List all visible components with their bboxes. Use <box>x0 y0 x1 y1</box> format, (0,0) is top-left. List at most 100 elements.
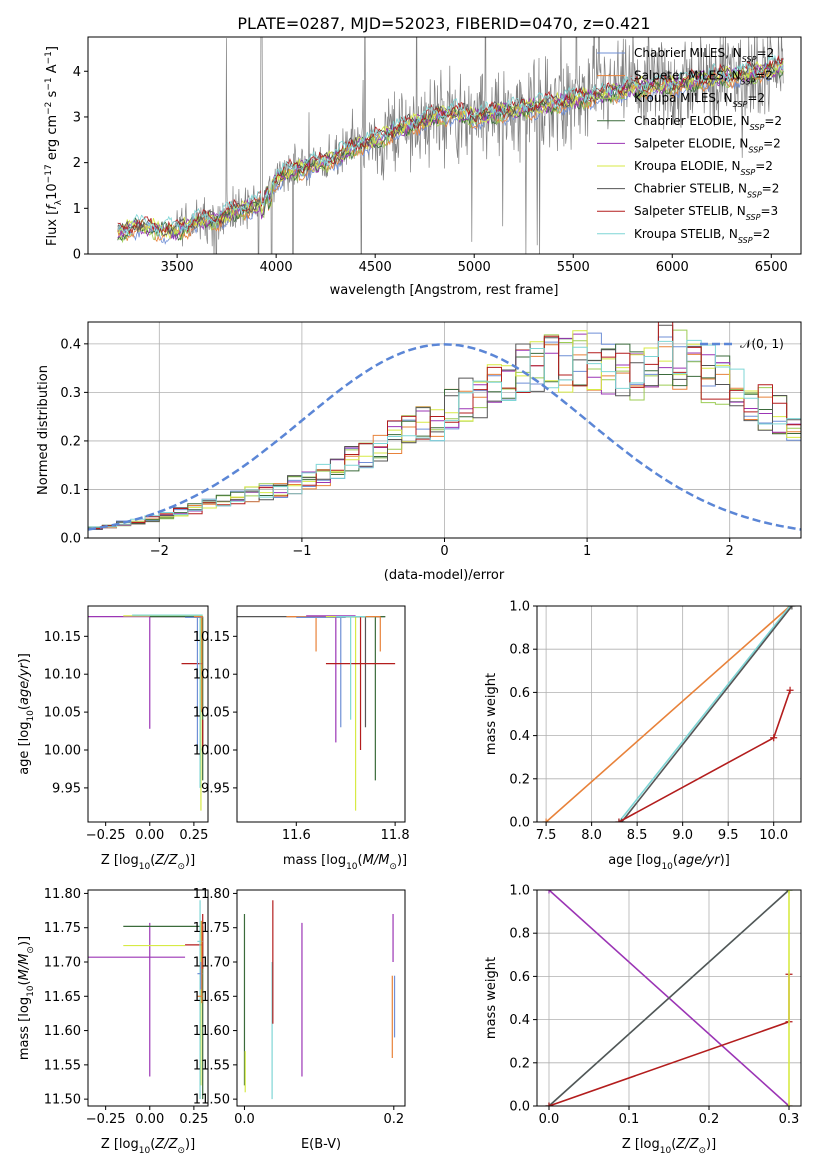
label-part: 10 <box>139 1146 151 1156</box>
label-part: Z/Z <box>154 1137 178 1152</box>
label-part: )] <box>706 1137 716 1152</box>
label-part: −1 <box>44 51 54 64</box>
label-part: Flux [ <box>45 210 60 246</box>
axes-frame <box>87 889 209 1107</box>
x-tick-label: 0 <box>440 544 448 559</box>
x-tick-label: 2 <box>726 544 734 559</box>
y-tick-label: 11.70 <box>193 956 230 971</box>
x-tick-label: 0.00 <box>135 1112 164 1127</box>
y-axis-label: Flux [fλ10−17 erg cm−2 s−1 A−1] <box>44 46 64 246</box>
y-tick-label: 10.15 <box>44 630 81 645</box>
model-spectrum-5 <box>117 60 784 241</box>
y-tick-label: 1 <box>73 202 81 217</box>
y-tick-label: 11.50 <box>44 1093 81 1108</box>
label-part: mass [log <box>283 853 346 868</box>
legend-entry: Kroupa STELIB, NSSP=2 <box>634 227 770 245</box>
y-tick-label: 11.75 <box>44 921 81 936</box>
label-part: ( <box>671 1137 676 1152</box>
legend-text-end: =2 <box>747 91 765 105</box>
x-tick-label: 0.25 <box>179 828 208 843</box>
observed-spectrum <box>117 37 784 254</box>
y-tick-label: 10.10 <box>44 668 81 683</box>
plot-area <box>243 900 396 1100</box>
y-tick-label: 10.15 <box>193 630 230 645</box>
x-tick-label: 4000 <box>260 260 293 275</box>
legend-sub: SSP <box>747 190 762 199</box>
label-part: age/yr <box>17 662 32 705</box>
age-vs-metallicity-panel: −0.25 0.00 0.25 9.95 10.00 10.05 10.10 10.15 Z [… <box>17 605 209 872</box>
label-part: ( <box>673 853 678 868</box>
weight-marker <box>785 890 793 894</box>
y-tick-label: 11.65 <box>193 990 230 1005</box>
label-part: age/yr <box>678 853 721 868</box>
y-tick-label: 0 <box>73 248 81 263</box>
legend-entry: Kroupa ELODIE, NSSP=2 <box>634 159 773 177</box>
axes-frame <box>536 889 802 1107</box>
x-tick-label: 0.2 <box>699 1112 720 1127</box>
label-part: M/M <box>17 954 32 981</box>
x-axis-label-rich: Z [log10(Z/Z⊙)] <box>101 853 195 872</box>
legend-text: Salpeter STELIB, N <box>634 204 746 218</box>
legend-text-end: =2 <box>764 114 782 128</box>
legend-entry: Salpeter STELIB, NSSP=3 <box>634 204 778 222</box>
weight-marker <box>770 734 778 742</box>
label-part: )] <box>185 1137 195 1152</box>
label-part: age [log <box>17 722 32 775</box>
legend-sub: SSP <box>741 77 756 86</box>
axes-frame <box>87 605 209 823</box>
y-tick-label: 0.4 <box>509 729 530 744</box>
x-tick-label: 5500 <box>557 260 590 275</box>
x-axis-label: E(B-V) <box>301 1137 341 1152</box>
y-tick-label: 11.60 <box>193 1024 230 1039</box>
y-tick-label: 11.55 <box>44 1058 81 1073</box>
weight-line-0 <box>545 606 791 822</box>
y-tick-label: 11.80 <box>193 887 230 902</box>
legend-text: Salpeter MILES, N <box>634 69 741 83</box>
y-tick-label: 11.65 <box>44 990 81 1005</box>
legend-text-end: =2 <box>756 46 774 60</box>
x-tick-label: 1 <box>583 544 591 559</box>
residual-histogram-panel: −2 −1 0 1 2 0.0 0.1 0.2 0.3 0.4 (data-model)/error… <box>36 321 802 583</box>
x-tick-label: 4500 <box>359 260 392 275</box>
y-tick-label: 0.4 <box>509 1013 530 1028</box>
y-tick-label: 0.2 <box>509 772 530 787</box>
legend-text-end: =2 <box>763 136 781 150</box>
legend-sub: SSP <box>742 55 757 64</box>
label-part: )] <box>720 853 730 868</box>
y-tick-label: 0.0 <box>509 816 530 831</box>
legend-text: Chabrier STELIB, N <box>634 182 747 196</box>
label-part: ⊙ <box>177 1146 185 1156</box>
y-tick-label: 11.70 <box>44 956 81 971</box>
y-axis-label: mass weight <box>484 957 499 1039</box>
mass-vs-metallicity-panel: −0.25 0.00 0.25 11.50 11.55 11.60 11.65 11.70 11… <box>17 887 209 1156</box>
y-tick-label: 9.95 <box>201 781 230 796</box>
y-tick-label: 0.1 <box>60 483 81 498</box>
label-part: Z [log <box>101 853 139 868</box>
y-tick-label: 3 <box>73 110 81 125</box>
label-part: 10 <box>346 862 358 872</box>
weight-line-3 <box>548 974 790 1106</box>
y-tick-label: 0.4 <box>60 337 81 352</box>
y-tick-label: 0.2 <box>509 1056 530 1071</box>
weight-marker <box>615 818 623 822</box>
legend-entry: Chabrier STELIB, NSSP=2 <box>634 182 779 200</box>
weight-line-2 <box>548 890 790 1106</box>
weight-marker <box>788 606 796 610</box>
weight-line-1 <box>618 606 791 822</box>
legend-text: Salpeter ELODIE, N <box>634 136 748 150</box>
x-tick-label: 0.1 <box>619 1112 640 1127</box>
label-part: ⊙ <box>26 946 36 954</box>
x-tick-label: 8.5 <box>627 828 648 843</box>
x-tick-label: −2 <box>150 544 169 559</box>
x-tick-label: 0.3 <box>779 1112 800 1127</box>
label-part: 10 <box>26 710 36 722</box>
mass-weight-vs-age-panel: 7.5 8.0 8.5 9.0 9.5 10.0 0.0 0.2 0.4 0.6 0.8 1.0 age… <box>484 600 802 872</box>
plot-area <box>88 322 801 531</box>
y-tick-label: 11.75 <box>193 921 230 936</box>
label-part: 10 <box>660 1146 672 1156</box>
y-axis-label: mass weight <box>484 673 499 755</box>
x-tick-label: 9.5 <box>718 828 739 843</box>
y-tick-label: 10.05 <box>193 706 230 721</box>
legend-text-end: =2 <box>755 69 773 83</box>
